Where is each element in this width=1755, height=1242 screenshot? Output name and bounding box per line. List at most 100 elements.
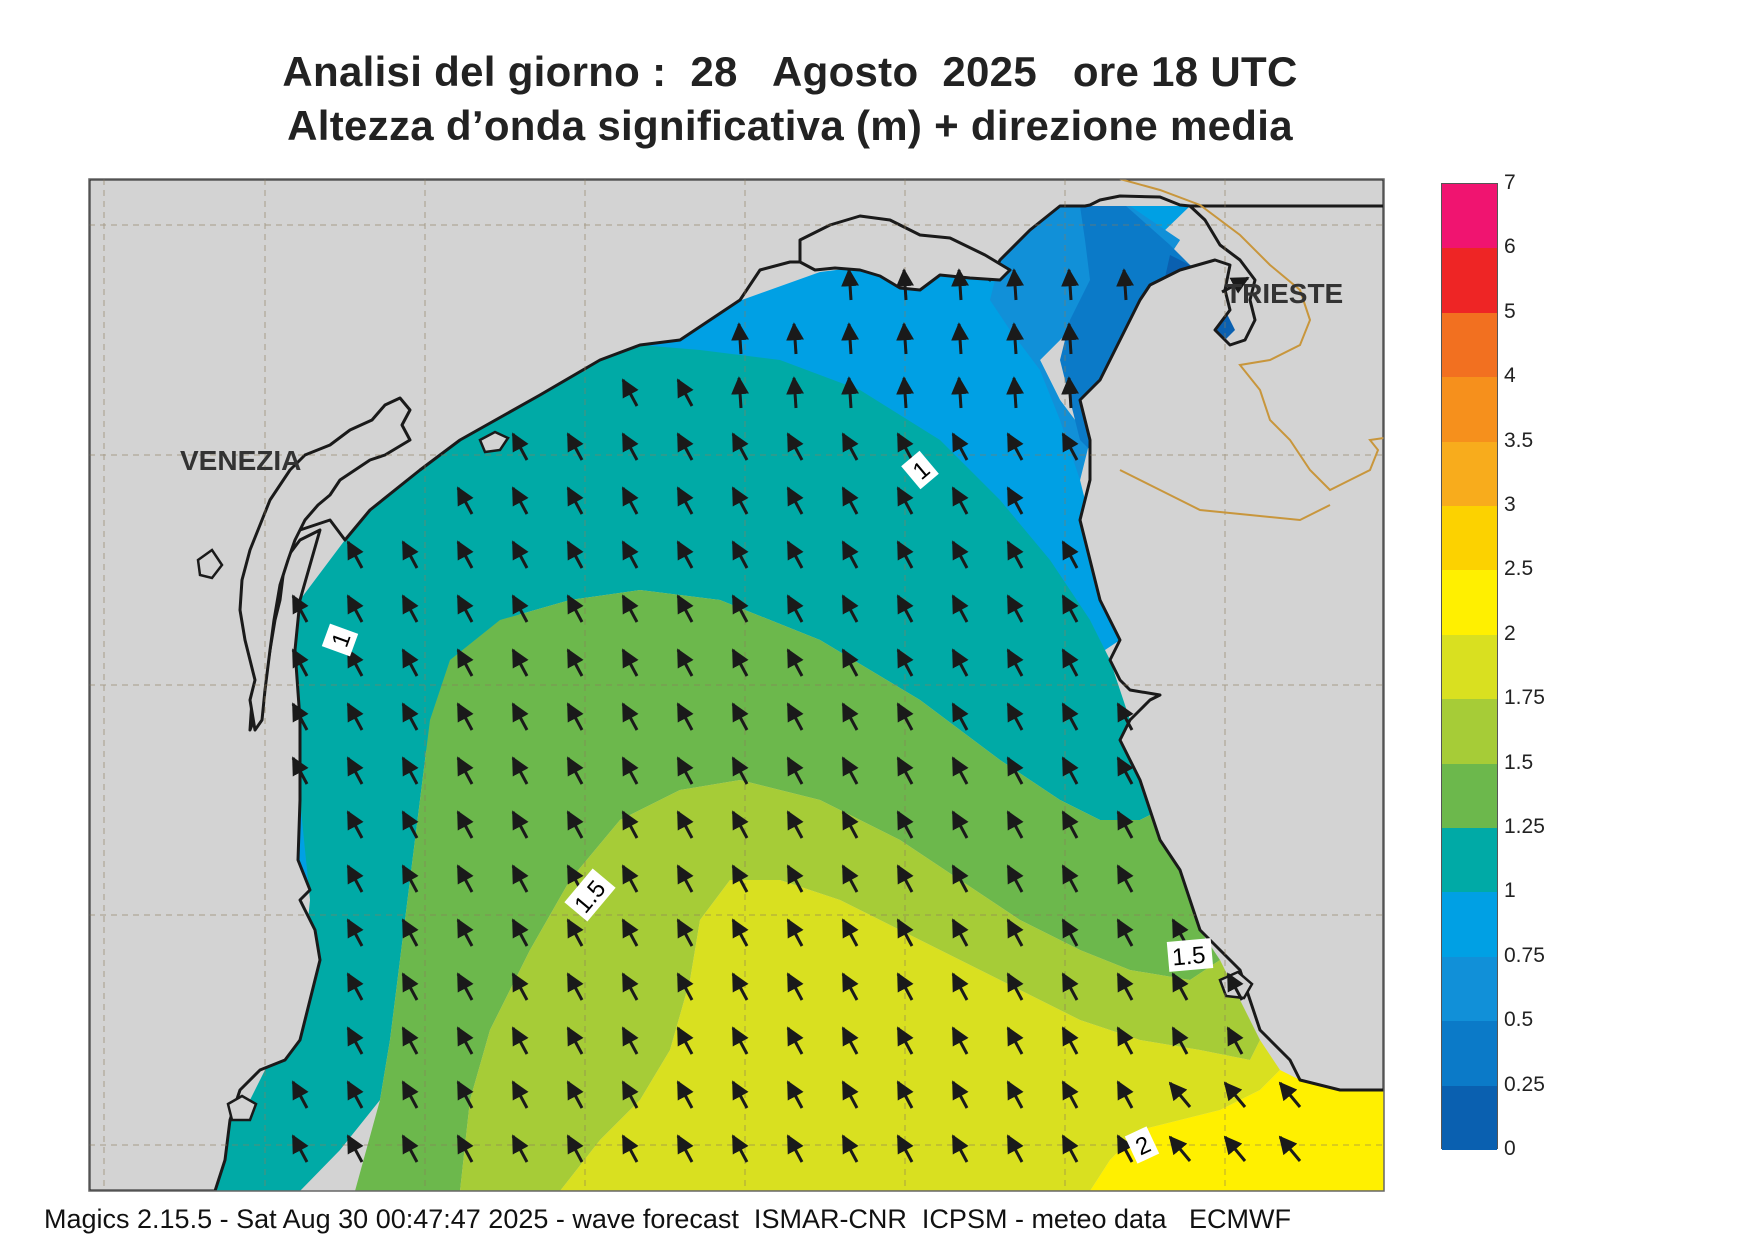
wave-direction-arrow	[401, 918, 419, 947]
wave-direction-arrow	[786, 432, 804, 461]
wave-direction-arrow	[896, 268, 915, 301]
wave-direction-arrow	[786, 594, 804, 623]
wave-direction-arrow	[1061, 594, 1079, 623]
colorbar-segment	[1442, 441, 1497, 507]
wave-direction-arrow	[731, 1080, 749, 1109]
wave-direction-arrow	[951, 1080, 969, 1109]
wave-direction-arrow	[951, 594, 969, 623]
wave-direction-arrow	[401, 864, 419, 893]
state-border-2	[1119, 469, 1331, 522]
wave-direction-arrow	[676, 756, 694, 785]
wave-direction-arrow	[676, 702, 694, 731]
wave-direction-arrow	[621, 486, 639, 515]
wave-direction-arrow	[731, 540, 749, 569]
wave-direction-arrow	[1006, 376, 1025, 409]
wave-direction-arrow	[621, 972, 639, 1001]
wave-direction-arrow	[1061, 648, 1079, 677]
wave-direction-arrow	[841, 1080, 859, 1109]
wave-direction-arrow	[621, 432, 639, 461]
wave-direction-arrow	[786, 756, 804, 785]
wave-direction-arrow	[841, 702, 859, 731]
wave-direction-arrow	[511, 648, 529, 677]
wave-direction-arrow	[731, 322, 750, 355]
wave-direction-arrow	[841, 1134, 859, 1163]
wave-direction-arrow	[1226, 972, 1244, 1001]
wave-direction-arrow	[786, 376, 805, 409]
wave-direction-arrow	[1006, 702, 1024, 731]
wave-direction-arrow	[401, 702, 419, 731]
wave-direction-arrow	[1061, 810, 1079, 839]
wave-direction-arrow	[951, 648, 969, 677]
wave-direction-arrow	[786, 486, 804, 515]
colorbar-segment	[1442, 570, 1497, 636]
wave-direction-arrow	[1061, 376, 1080, 409]
wave-direction-arrow	[401, 810, 419, 839]
wave-direction-arrow	[621, 1134, 639, 1163]
venice-lagoon	[238, 396, 412, 732]
wave-direction-arrow	[951, 918, 969, 947]
wave-direction-arrow	[676, 594, 694, 623]
wave-direction-arrow	[951, 1134, 969, 1163]
colorbar-tick-label: 1	[1504, 879, 1516, 903]
wave-direction-arrow	[731, 1026, 749, 1055]
wave-direction-arrow	[566, 702, 584, 731]
wave-direction-arrow	[841, 594, 859, 623]
wave-direction-arrow	[731, 432, 749, 461]
wave-direction-arrow	[346, 918, 364, 947]
wave-direction-arrow	[841, 918, 859, 947]
wave-direction-arrow	[1116, 268, 1135, 301]
wave-direction-arrow	[511, 594, 529, 623]
wave-direction-arrow	[511, 972, 529, 1001]
wave-direction-arrow	[456, 756, 474, 785]
wave-direction-arrow	[731, 702, 749, 731]
wave-direction-arrow	[841, 376, 860, 409]
wave-direction-arrow	[731, 648, 749, 677]
colorbar-tick-label: 0.75	[1504, 943, 1545, 967]
wave-direction-arrow	[841, 756, 859, 785]
wave-direction-arrow	[566, 972, 584, 1001]
wave-direction-arrow	[566, 594, 584, 623]
wave-direction-arrow	[896, 810, 914, 839]
wave-direction-arrow	[456, 810, 474, 839]
colorbar-tick-label: 0.5	[1504, 1008, 1534, 1032]
wave-direction-arrow	[896, 432, 914, 461]
wave-direction-arrow	[841, 268, 860, 301]
wave-direction-arrow	[621, 864, 639, 893]
wave-direction-arrow	[566, 486, 584, 515]
wave-direction-arrow	[896, 376, 915, 409]
wave-direction-arrow	[511, 1080, 529, 1109]
contour-label: 1.5	[1171, 942, 1207, 972]
wave-direction-arrow	[511, 1134, 529, 1163]
wave-direction-arrow	[291, 756, 309, 785]
wave-direction-arrow	[456, 486, 474, 515]
wave-direction-arrow	[731, 376, 750, 409]
wave-direction-arrow	[456, 1134, 474, 1163]
wave-direction-arrow	[1061, 1026, 1079, 1055]
map-title: Analisi del giorno : 28 Agosto 2025 ore …	[282, 48, 1298, 95]
colorbar-segment	[1442, 312, 1497, 378]
wave-direction-arrow	[841, 540, 859, 569]
wave-direction-arrow	[1006, 486, 1024, 515]
wave-direction-arrow	[621, 540, 639, 569]
wave-direction-arrow	[676, 648, 694, 677]
wave-direction-arrow	[1061, 1080, 1079, 1109]
colorbar-tick-label: 4	[1504, 364, 1516, 388]
colorbar-tick-label: 2	[1504, 621, 1516, 645]
wave-direction-arrow	[676, 432, 694, 461]
wave-direction-arrow	[786, 810, 804, 839]
wave-direction-arrow	[896, 972, 914, 1001]
wave-direction-arrow	[1061, 918, 1079, 947]
wave-direction-arrow	[621, 702, 639, 731]
wave-direction-arrow	[786, 322, 805, 355]
wave-direction-arrow	[731, 864, 749, 893]
band-1.75-2	[560, 880, 1280, 1191]
wave-direction-arrow	[1061, 864, 1079, 893]
wave-direction-arrow	[786, 702, 804, 731]
wave-direction-arrow	[1006, 648, 1024, 677]
label-venezia: VENEZIA	[180, 445, 301, 476]
wave-direction-arrow	[456, 918, 474, 947]
band-1.5-1.75	[460, 780, 1260, 1191]
wave-direction-arrow	[1006, 1134, 1024, 1163]
wave-direction-arrow	[676, 1134, 694, 1163]
wave-direction-arrow	[401, 1026, 419, 1055]
